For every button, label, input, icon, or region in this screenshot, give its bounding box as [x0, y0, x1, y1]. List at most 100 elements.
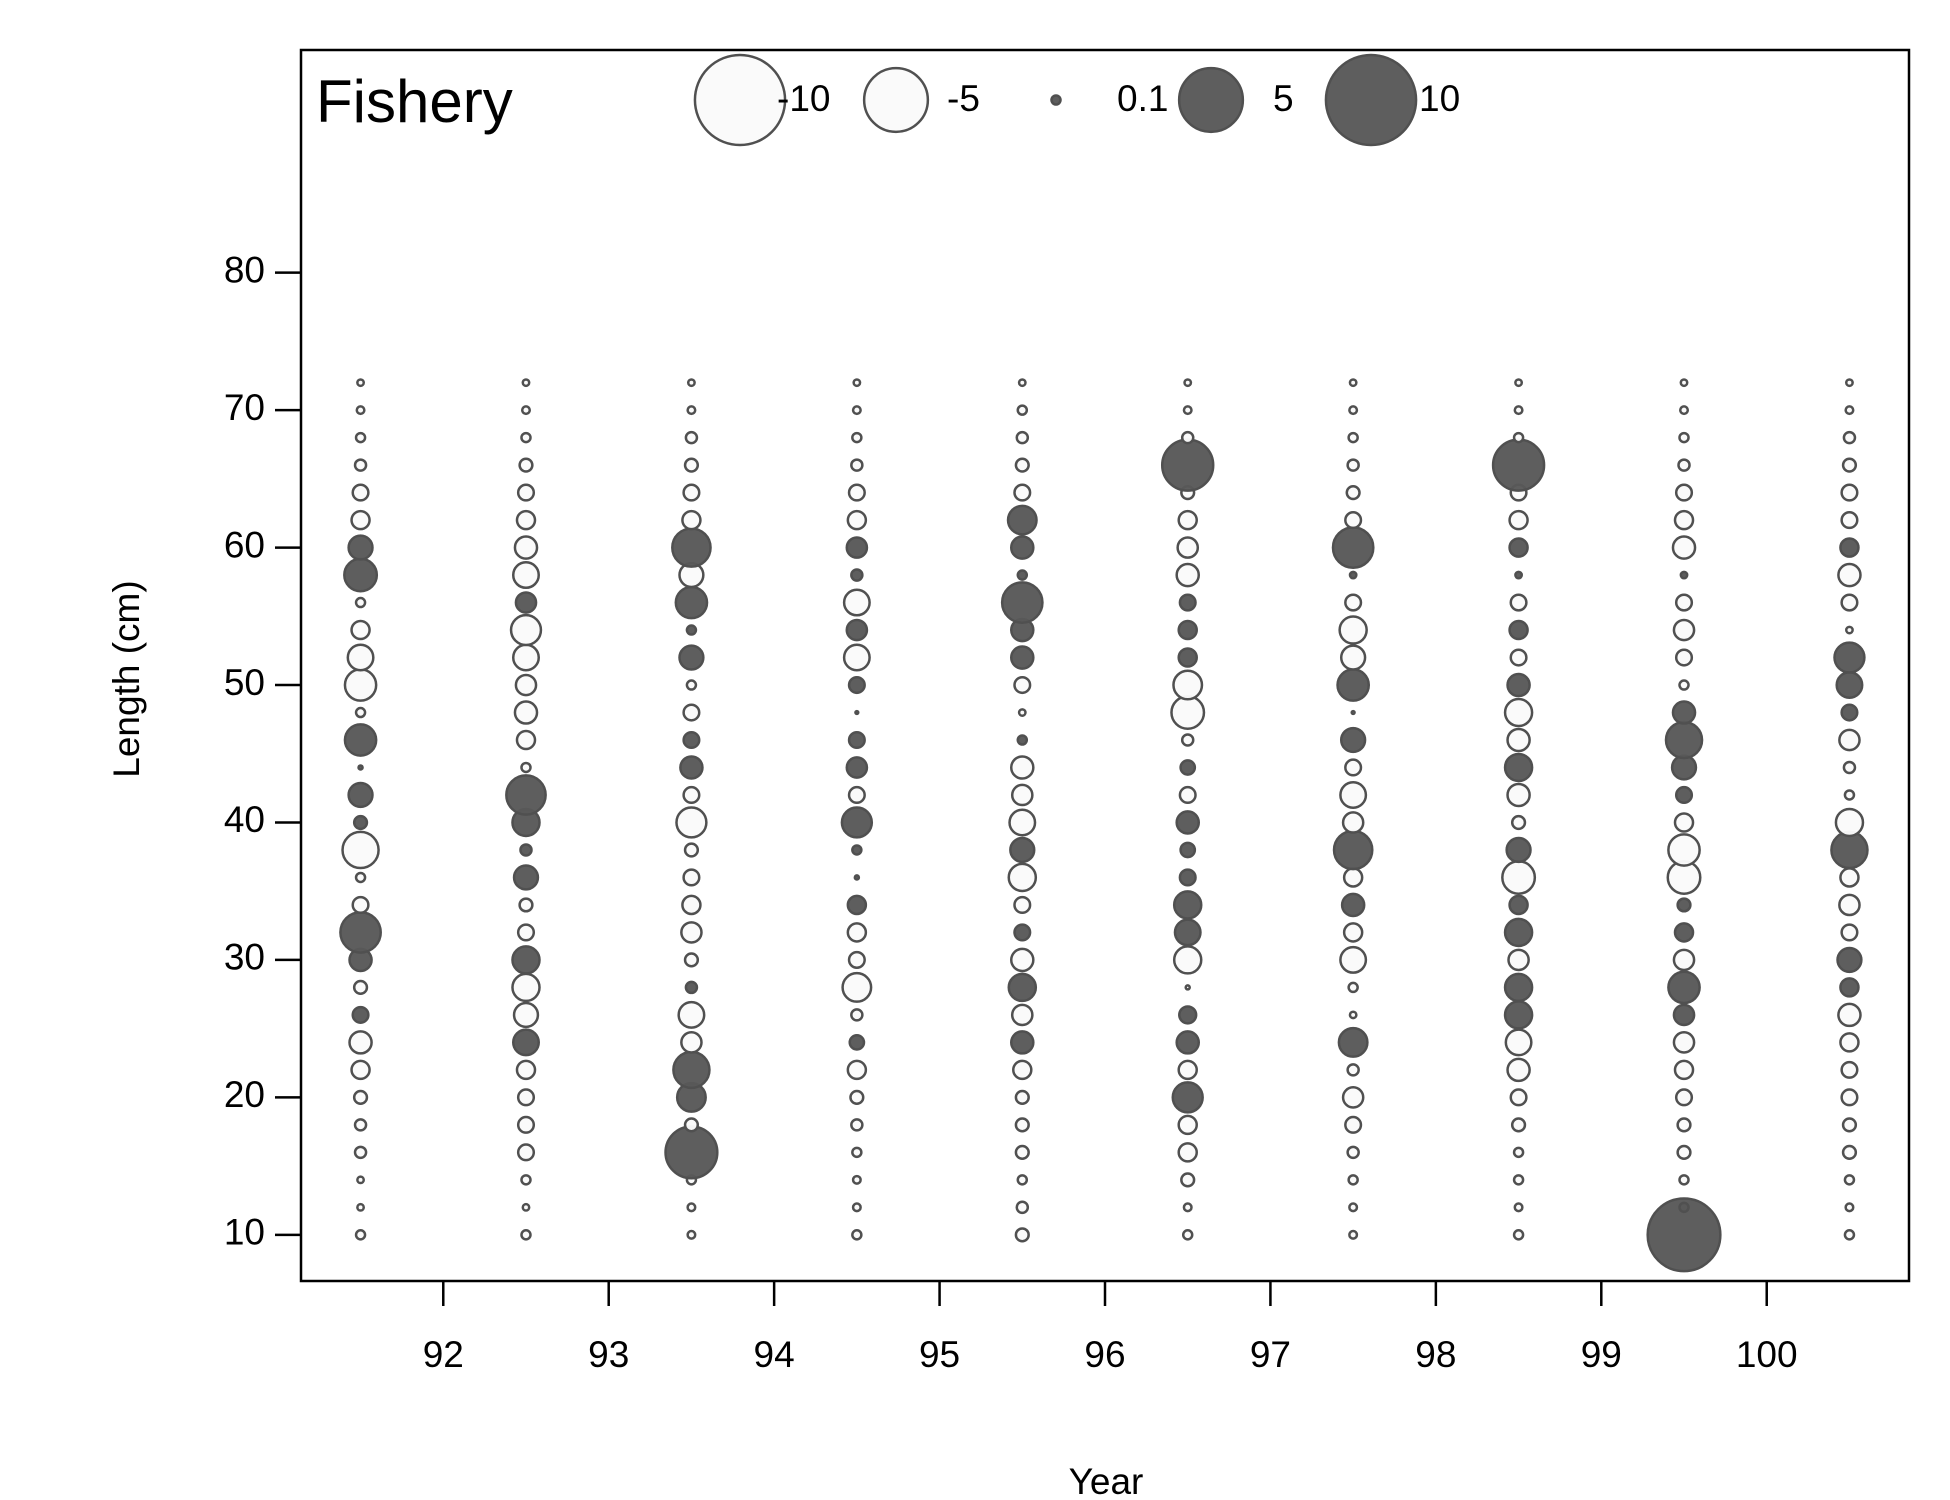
bubble: [1177, 647, 1198, 668]
bubble: [1491, 438, 1546, 492]
bubble: [1839, 537, 1860, 558]
bubble: [851, 1229, 863, 1241]
legend-bubble: [1324, 53, 1418, 147]
bubble: [1671, 535, 1697, 560]
legend-bubble: [862, 66, 930, 134]
bubble: [1331, 526, 1375, 569]
bubble: [516, 1115, 536, 1134]
bubble: [1016, 734, 1029, 746]
bubble: [1348, 378, 1358, 388]
bubble: [1672, 618, 1696, 642]
legend-label: -5: [947, 78, 980, 119]
bubble: [511, 643, 540, 672]
bubble: [849, 1089, 865, 1105]
bubble: [1508, 619, 1529, 641]
x-tick-label: 96: [1084, 1334, 1125, 1375]
legend-bubble: [1177, 66, 1245, 134]
bubble: [1172, 669, 1204, 701]
bubble: [846, 922, 868, 943]
bubble: [1841, 1117, 1858, 1133]
bubble: [1348, 1010, 1358, 1020]
bubble: [1348, 1229, 1359, 1240]
bubble: [851, 405, 862, 416]
bubble: [1009, 947, 1035, 973]
bubble: [682, 483, 701, 502]
bubble: [683, 1117, 700, 1133]
bubble: [1348, 405, 1359, 416]
bubble: [1676, 1144, 1692, 1160]
bubble: [1180, 1172, 1196, 1188]
bubble: [352, 814, 369, 831]
y-tick-label: 60: [224, 524, 265, 565]
x-tick-label: 92: [423, 1334, 464, 1375]
bubble: [841, 971, 873, 1003]
bubble: [350, 619, 371, 641]
bubble: [1512, 1229, 1525, 1241]
bubble: [846, 1059, 868, 1081]
bubble: [1501, 859, 1537, 895]
bubble: [1841, 1144, 1858, 1160]
bubble: [1836, 946, 1863, 974]
y-tick-label: 20: [224, 1074, 265, 1115]
bubble: [1673, 812, 1695, 833]
bubble: [515, 729, 537, 751]
bubble: [515, 1059, 537, 1081]
bubble: [1014, 1227, 1030, 1243]
x-tick-label: 99: [1581, 1334, 1622, 1375]
bubble: [1674, 1088, 1694, 1107]
bubble: [678, 644, 705, 671]
bubble: [1664, 720, 1704, 760]
bubble: [1838, 728, 1861, 752]
bubble: [1503, 752, 1534, 783]
bubble: [521, 378, 531, 388]
bubble: [347, 781, 374, 809]
bubble: [1340, 892, 1366, 918]
bubble: [1177, 1142, 1198, 1163]
bubble: [1672, 1031, 1696, 1054]
bubble: [685, 679, 698, 691]
bubble: [1674, 785, 1694, 805]
bubble: [352, 1089, 369, 1105]
bubble: [1007, 972, 1038, 1003]
bubble: [1845, 625, 1854, 635]
bubble: [680, 1031, 703, 1054]
bubble: [1176, 536, 1200, 559]
bubble: [1678, 679, 1690, 691]
bubble: [1674, 593, 1694, 612]
bubble: [511, 972, 541, 1003]
bubble: [356, 1175, 365, 1185]
bubble: [355, 405, 366, 416]
bubble: [1674, 483, 1694, 502]
bubble: [1512, 1174, 1525, 1186]
bubble: [1344, 593, 1363, 612]
bubble: [1839, 977, 1860, 998]
bubble: [343, 557, 379, 593]
bubble: [1845, 378, 1854, 388]
bubble: [686, 405, 697, 416]
bubble: [1503, 972, 1534, 1003]
bubble: [1013, 895, 1032, 914]
bubble: [513, 535, 539, 560]
bubble: [520, 431, 532, 444]
bubble: [682, 868, 701, 887]
bubble: [1676, 897, 1692, 913]
bubble: [513, 700, 539, 725]
x-tick-label: 100: [1736, 1334, 1798, 1375]
bubble: [1842, 430, 1857, 445]
bubble: [1840, 1088, 1859, 1107]
bubble: [1016, 569, 1029, 581]
bubble: [351, 895, 370, 914]
bubble: [1348, 570, 1358, 580]
bubble: [1008, 808, 1037, 837]
bubble: [1506, 782, 1531, 808]
bubble: [847, 730, 866, 750]
bubble: [520, 1174, 532, 1186]
bubble: [1840, 511, 1859, 530]
bubble: [1341, 811, 1365, 834]
bubble: [840, 806, 874, 839]
bubble: [356, 378, 365, 388]
bubble: [1172, 945, 1203, 975]
bubble: [842, 643, 871, 672]
bubble: [1339, 945, 1368, 974]
